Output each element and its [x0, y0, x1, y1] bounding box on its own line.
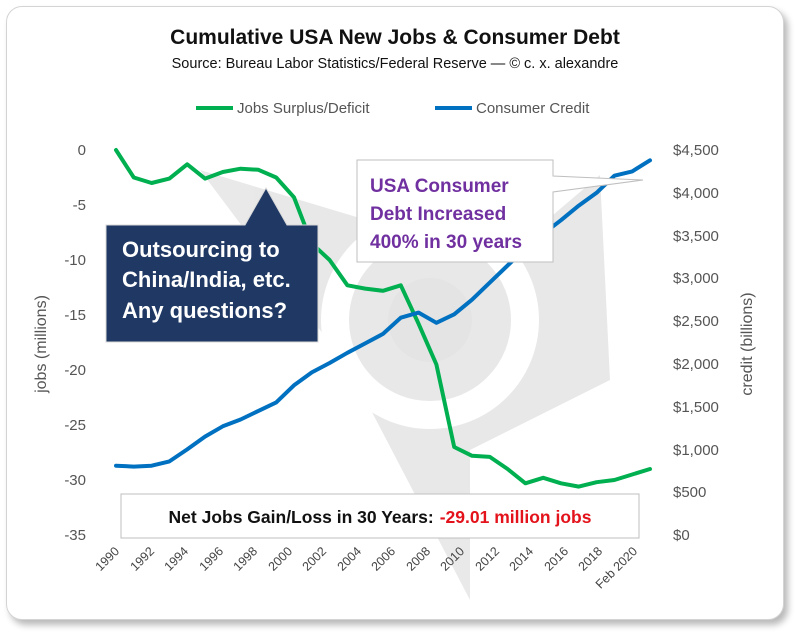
x-tick: 2018	[576, 544, 606, 574]
y-tick-right: $1,000	[673, 442, 719, 459]
series-layer	[114, 148, 652, 489]
legend-label-jobs: Jobs Surplus/Deficit	[237, 100, 370, 117]
y-tick-right: $500	[673, 484, 706, 501]
callout-consumer-debt-line: 400% in 30 years	[370, 232, 522, 253]
chart-subtitle: Source: Bureau Labor Statistics/Federal …	[172, 56, 619, 72]
callout-consumer-debt-shape	[356, 159, 644, 263]
x-tick: 2006	[369, 544, 399, 574]
net-jobs-text: Net Jobs Gain/Loss in 30 Years: -29.01 mi…	[169, 507, 592, 527]
x-tick: 2016	[542, 544, 572, 574]
y-tick-right: $3,500	[673, 228, 719, 245]
y-axis-left-label: jobs (millions)	[33, 295, 50, 394]
callout-outsourcing-line: Outsourcing to	[122, 237, 280, 262]
x-tick: 2012	[473, 544, 503, 574]
x-tick: 1996	[197, 544, 227, 574]
legend-label-credit: Consumer Credit	[476, 100, 590, 117]
y-tick-right: $0	[673, 527, 690, 544]
y-tick-left: -35	[64, 527, 86, 544]
y-tick-right: $4,000	[673, 185, 719, 202]
y-tick-left: -15	[64, 307, 86, 324]
y-tick-right: $4,500	[673, 142, 719, 159]
callout-outsourcing-line: China/India, etc.	[122, 267, 291, 292]
callout-consumer-debt-line: Debt Increased	[370, 204, 506, 225]
y-tick-right: $1,500	[673, 399, 719, 416]
x-tick: 2014	[507, 544, 537, 574]
x-tick: 2004	[335, 544, 365, 574]
x-tick: 1998	[231, 544, 261, 574]
callout-outsourcing-line: Any questions?	[122, 298, 287, 323]
x-tick: 2008	[404, 544, 434, 574]
y-tick-right: $3,000	[673, 270, 719, 287]
y-tick-left: -25	[64, 417, 86, 434]
callout-outsourcing-shape	[105, 186, 319, 343]
x-tick: 1990	[93, 544, 123, 574]
y-tick-left: -30	[64, 472, 86, 489]
x-tick: 2002	[300, 544, 330, 574]
net-jobs-box-frame	[120, 493, 640, 539]
callout-consumer-debt: USA Consumer Debt Increased 400% in 30 y…	[356, 159, 644, 263]
y-tick-right: $2,500	[673, 313, 719, 330]
net-jobs-label: Net Jobs Gain/Loss in 30 Years:	[169, 507, 434, 527]
legend: Jobs Surplus/Deficit Consumer Credit	[196, 100, 590, 117]
series-line-jobs	[114, 148, 652, 489]
y-tick-left: 0	[78, 142, 86, 159]
chart-title: Cumulative USA New Jobs & Consumer Debt	[170, 26, 620, 49]
y-tick-left: -5	[73, 197, 86, 214]
y-tick-left: -10	[64, 252, 86, 269]
y-tick-left: -20	[64, 362, 86, 379]
y-axis-right-ticks: $4,500 $4,000 $3,500 $3,000 $2,500 $2,00…	[673, 142, 719, 544]
callout-consumer-debt-line: USA Consumer	[370, 176, 509, 197]
y-axis-right-label: credit (billions)	[739, 292, 756, 395]
y-axis-left-ticks: 0 -5 -10 -15 -20 -25 -30 -35	[64, 142, 86, 544]
net-jobs-box: Net Jobs Gain/Loss in 30 Years: -29.01 mi…	[120, 493, 640, 539]
series-line-credit	[114, 158, 652, 469]
net-jobs-value: -29.01 million jobs	[440, 507, 592, 527]
x-axis-ticks: 1990 1992 1994 1996 1998 2000 2002 2004 …	[93, 544, 641, 591]
x-tick: 2000	[266, 544, 296, 574]
y-tick-right: $2,000	[673, 356, 719, 373]
x-tick: 1992	[128, 544, 158, 574]
callout-outsourcing: Outsourcing to China/India, etc. Any que…	[105, 186, 319, 343]
x-tick: 1994	[162, 544, 192, 574]
